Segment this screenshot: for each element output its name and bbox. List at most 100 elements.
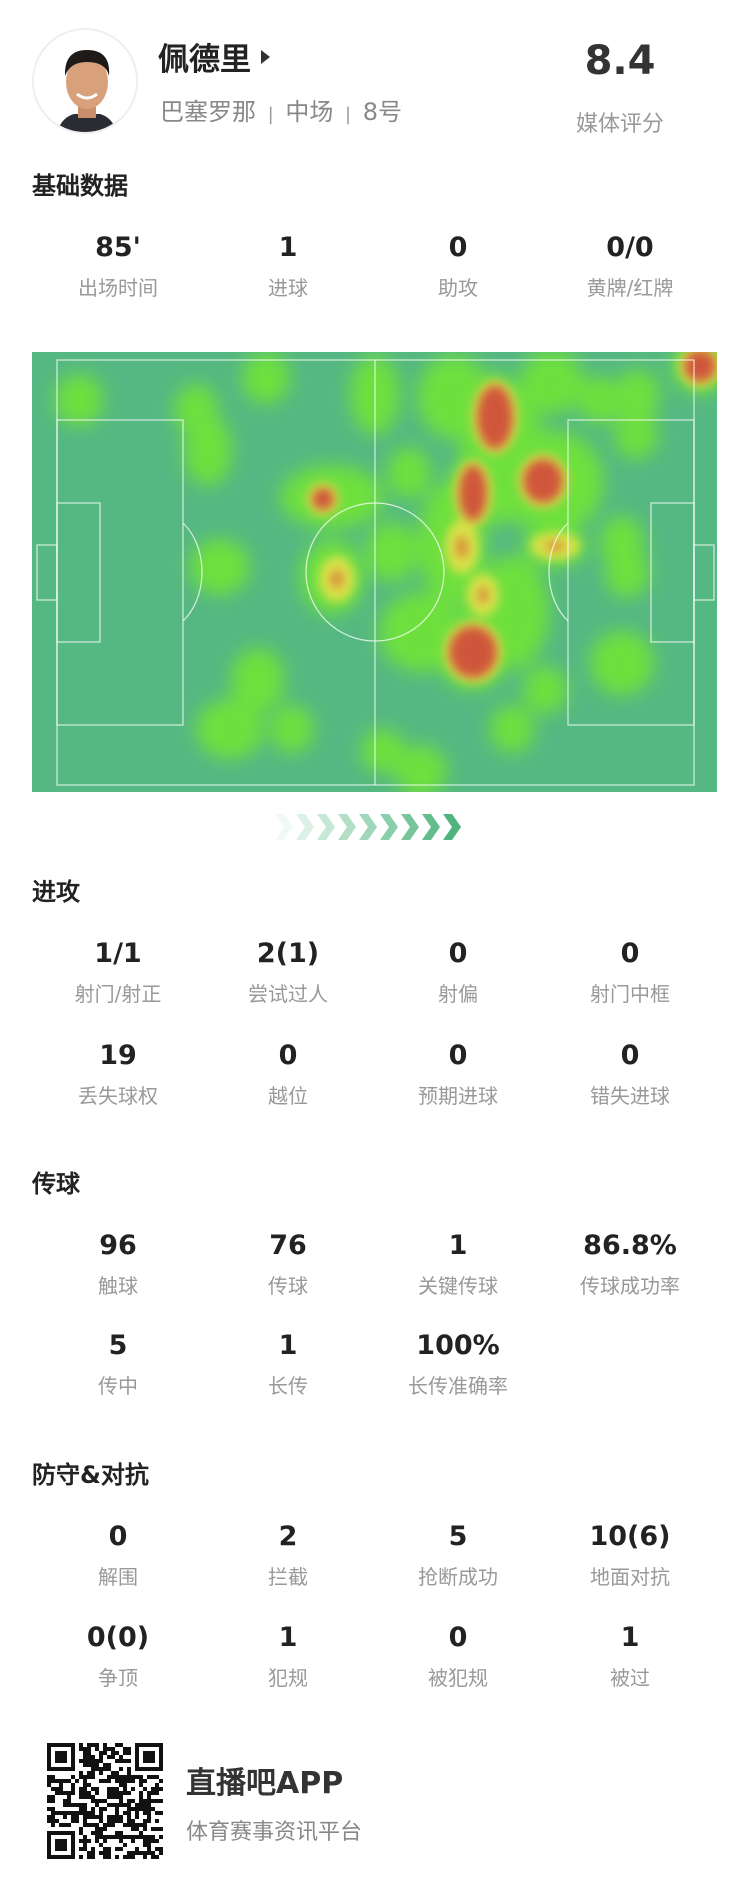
heat-spot xyxy=(605,546,649,598)
stat-label: 出场时间 xyxy=(78,276,158,300)
stat-label: 传中 xyxy=(98,1374,138,1398)
stat-label: 抢断成功 xyxy=(418,1565,498,1589)
stat-label: 射门/射正 xyxy=(74,982,162,1006)
heat-spot xyxy=(523,459,563,503)
stat-value: 0 xyxy=(620,1040,640,1071)
heat-spot xyxy=(190,539,250,595)
heat-spot xyxy=(449,626,497,678)
stat-label: 预期进球 xyxy=(418,1084,498,1108)
stat-label: 越位 xyxy=(268,1084,308,1108)
stat-label: 传球成功率 xyxy=(580,1274,680,1298)
stat-item: 0(0) 争顶 xyxy=(33,1622,203,1691)
stat-item: 10(6) 地面对抗 xyxy=(545,1521,715,1590)
chevron-right-icon xyxy=(296,814,314,840)
caret-right-icon xyxy=(261,49,270,64)
stat-item: 19 丢失球权 xyxy=(33,1040,203,1109)
stat-value: 100% xyxy=(416,1330,500,1361)
heat-spot xyxy=(55,374,103,426)
heat-spot xyxy=(184,414,232,486)
player-avatar[interactable] xyxy=(32,28,138,134)
heat-spot xyxy=(231,648,285,712)
heat-spot xyxy=(520,352,584,414)
stat-value: 0(0) xyxy=(86,1622,150,1653)
heat-spot xyxy=(477,587,489,603)
stat-value: 1 xyxy=(620,1622,640,1653)
heat-spot xyxy=(477,385,513,449)
heat-spot xyxy=(361,729,405,773)
app-name: 直播吧APP xyxy=(186,1766,344,1801)
stat-value: 96 xyxy=(99,1230,137,1261)
stat-value: 1 xyxy=(278,232,298,263)
stat-label: 长传 xyxy=(268,1374,308,1398)
chevron-right-icon xyxy=(359,814,377,840)
stat-item: 1 被过 xyxy=(545,1622,715,1691)
stat-value: 76 xyxy=(269,1230,307,1261)
stat-label: 犯规 xyxy=(268,1666,308,1690)
stat-label: 地面对抗 xyxy=(590,1565,670,1589)
section-title: 传球 xyxy=(32,1170,80,1198)
stat-value: 0 xyxy=(278,1040,298,1071)
stat-value: 19 xyxy=(99,1040,137,1071)
stat-label: 被过 xyxy=(610,1666,650,1690)
rating-label: 媒体评分 xyxy=(575,112,664,137)
heat-spot xyxy=(330,570,344,588)
stat-label: 传球 xyxy=(268,1274,308,1298)
stat-value: 0/0 xyxy=(606,232,654,263)
heat-spot xyxy=(379,592,463,672)
stat-value: 5 xyxy=(108,1330,128,1361)
pitch-lines xyxy=(36,359,715,786)
stat-value: 0 xyxy=(448,938,468,969)
section-title: 基础数据 xyxy=(32,172,128,200)
stat-label: 黄牌/红牌 xyxy=(586,276,674,300)
stat-item: 1 犯规 xyxy=(203,1622,373,1691)
heat-spot xyxy=(614,411,658,459)
heat-spot xyxy=(616,369,660,421)
separator: | xyxy=(345,104,352,125)
separator: | xyxy=(267,104,274,125)
stat-item: 0 解围 xyxy=(33,1521,203,1590)
stat-label: 解围 xyxy=(98,1565,138,1589)
attack-direction-arrows-icon xyxy=(275,814,461,840)
chevron-right-icon xyxy=(380,814,398,840)
stat-value: 0 xyxy=(448,232,468,263)
player-name: 佩德里 xyxy=(158,42,251,78)
stat-value: 1 xyxy=(448,1230,468,1261)
stat-value: 1 xyxy=(278,1622,298,1653)
stat-value: 1 xyxy=(278,1330,298,1361)
stat-value: 2(1) xyxy=(256,938,320,969)
stat-value: 85' xyxy=(95,232,141,263)
stat-item: 76 传球 xyxy=(203,1230,373,1299)
section-title: 进攻 xyxy=(32,878,80,906)
heat-spot xyxy=(545,541,565,551)
heat-spot xyxy=(366,522,418,582)
stat-value: 5 xyxy=(448,1521,468,1552)
stat-item: 1 进球 xyxy=(203,232,373,301)
section-title: 防守&对抗 xyxy=(32,1461,149,1489)
rating-value: 8.4 xyxy=(584,38,656,84)
qr-code-icon[interactable] xyxy=(47,1743,163,1859)
position: 中场 xyxy=(285,98,334,126)
stat-value: 86.8% xyxy=(583,1230,677,1261)
heat-spot xyxy=(270,705,314,753)
stat-item: 5 抢断成功 xyxy=(373,1521,543,1590)
chevron-right-icon xyxy=(422,814,440,840)
stat-value: 2 xyxy=(278,1521,298,1552)
team-name: 巴塞罗那 xyxy=(160,98,256,126)
stat-value: 0 xyxy=(620,938,640,969)
stat-item: 0 越位 xyxy=(203,1040,373,1109)
stat-item: 0 射偏 xyxy=(373,938,543,1007)
chevron-right-icon xyxy=(317,814,335,840)
stat-item: 0 被犯规 xyxy=(373,1622,543,1691)
stat-item: 5 传中 xyxy=(33,1330,203,1399)
stat-item: 86.8% 传球成功率 xyxy=(545,1230,715,1299)
stat-label: 射门中框 xyxy=(590,982,670,1006)
stat-item: 2 拦截 xyxy=(203,1521,373,1590)
stat-value: 0 xyxy=(108,1521,128,1552)
stat-label: 关键传球 xyxy=(418,1274,498,1298)
chevron-right-icon xyxy=(338,814,356,840)
stat-label: 拦截 xyxy=(268,1565,308,1589)
stat-item: 1 长传 xyxy=(203,1330,373,1399)
stat-value: 10(6) xyxy=(589,1521,671,1552)
stat-label: 射偏 xyxy=(438,982,478,1006)
player-name-link[interactable]: 佩德里 xyxy=(158,34,270,79)
